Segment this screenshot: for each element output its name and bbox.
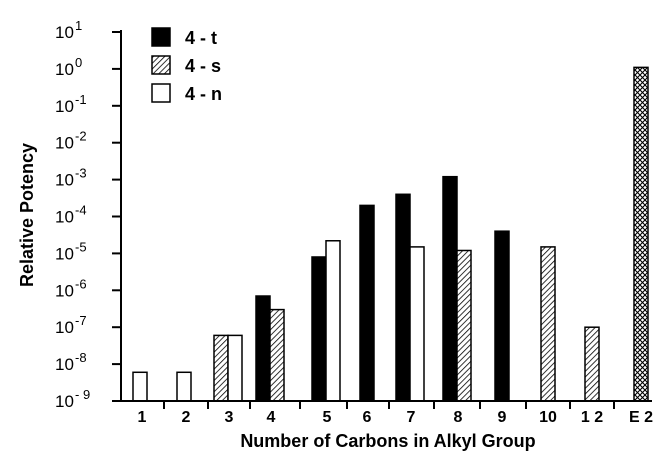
x-axis-title: Number of Carbons in Alkyl Group [240,431,535,451]
bars [132,66,649,402]
y-tick-label: 10 [55,244,74,263]
bar-4-n-0 [132,371,148,402]
bar-4-t-4 [311,256,327,402]
x-tick-label: E 2 [629,409,653,426]
y-tick-exponent: -6 [75,276,87,291]
bar-4-t-8 [494,230,510,402]
bar-4-t-3 [255,295,271,402]
y-tick-exponent: 1 [75,18,82,33]
legend-label: 4 - t [185,28,217,48]
y-tick-exponent: -3 [75,166,87,181]
y-tick-exponent: -8 [75,350,87,365]
bar-E2-11 [633,66,649,402]
bar-4-s-9 [540,246,556,402]
y-tick-label: 10 [55,134,74,153]
bar-4-s-2 [213,334,229,402]
y-tick-exponent: 0 [75,55,82,70]
legend-swatch [151,55,171,75]
y-tick-label: 10 [55,23,74,42]
x-ticks: 1 2 3 4 5 6 7 8 9 10 1 2 E 2 [138,401,653,426]
bar-4-n-2 [227,334,243,402]
x-tick-label: 1 2 [581,409,603,426]
y-tick-exponent: -1 [75,92,87,107]
x-tick-label: 3 [225,409,234,426]
y-tick-label: 10 [55,97,74,116]
y-tick-label: 10 [55,60,74,79]
x-tick-label: 2 [182,409,191,426]
bar-4-t-5 [359,204,375,402]
bar-4-n-4 [325,240,341,402]
x-tick-label: 4 [267,409,276,426]
x-tick-label: 1 [138,409,147,426]
y-tick-exponent: - 9 [75,387,90,402]
bar-4-t-7 [442,175,458,402]
bar-4-s-7 [456,249,472,402]
y-tick-label: 10 [55,208,74,227]
y-tick-label: 10 [55,318,74,337]
x-tick-label: 8 [454,409,463,426]
legend-swatch [151,27,171,47]
y-tick-label: 10 [55,171,74,190]
y-tick-label: 10 [55,392,74,411]
y-tick-exponent: -2 [75,129,87,144]
y-axis-title: Relative Potency [17,143,37,287]
x-tick-label: 10 [539,409,557,426]
legend-label: 4 - s [185,56,221,76]
y-tick-label: 10 [55,281,74,300]
y-tick-exponent: -4 [75,203,87,218]
x-tick-label: 5 [323,409,332,426]
bar-4-s-10 [584,326,600,402]
bar-4-s-3 [269,308,285,402]
bar-4-t-6 [395,193,411,402]
legend: 4 - t 4 - s 4 - n [151,27,222,104]
x-tick-label: 9 [498,409,507,426]
legend-label: 4 - n [185,84,222,104]
x-tick-label: 6 [363,409,372,426]
y-tick-label: 10 [55,355,74,374]
legend-swatch [151,83,171,103]
y-tick-exponent: -5 [75,239,87,254]
bar-4-n-1 [176,371,192,402]
y-tick-exponent: -7 [75,313,87,328]
x-tick-label: 7 [407,409,416,426]
bar-4-n-6 [409,246,425,402]
